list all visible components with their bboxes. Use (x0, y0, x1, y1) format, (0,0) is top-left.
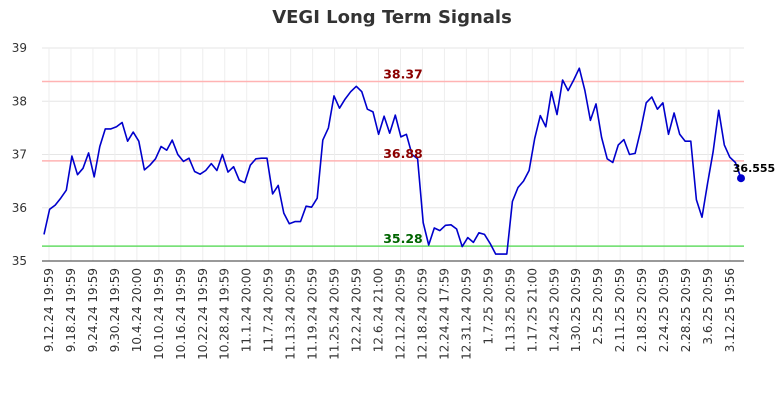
x-tick-label: 9.24.24 19:59 (86, 268, 100, 352)
y-tick-label: 37 (12, 148, 27, 162)
x-tick-label: 9.12.24 19:59 (42, 268, 56, 352)
last-value-label: 36.555 (733, 162, 775, 175)
x-tick-label: 10.28.24 19:59 (218, 268, 232, 360)
x-tick-label: 12.24.24 17:59 (437, 268, 451, 360)
x-tick-label: 1.17.25 21:00 (525, 268, 539, 352)
x-tick-label: 2.11.25 20:59 (613, 268, 627, 352)
x-tick-label: 1.24.25 20:59 (547, 268, 561, 352)
x-tick-label: 11.1.24 20:00 (240, 268, 254, 352)
x-tick-label: 3.12.25 19:56 (723, 268, 737, 352)
x-tick-label: 10.10.24 19:59 (152, 268, 166, 360)
chart-title: VEGI Long Term Signals (272, 7, 512, 28)
x-tick-label: 12.31.24 20:59 (459, 268, 473, 360)
x-tick-label: 2.18.25 20:59 (635, 268, 649, 352)
x-tick-label: 3.6.25 20:59 (701, 268, 715, 345)
x-tick-label: 11.19.24 20:59 (306, 268, 320, 360)
x-tick-label: 2.5.25 20:59 (591, 268, 605, 345)
y-tick-label: 39 (12, 41, 27, 55)
reference-label: 35.28 (383, 231, 423, 246)
x-tick-label: 2.24.25 20:59 (657, 268, 671, 352)
x-tick-label: 1.13.25 20:59 (503, 268, 517, 352)
x-tick-label: 2.28.25 20:59 (679, 268, 693, 352)
last-point-marker (737, 174, 745, 183)
x-tick-label: 12.18.24 20:59 (415, 268, 429, 360)
x-tick-label: 1.30.25 20:59 (569, 268, 583, 352)
x-tick-label: 11.25.24 20:59 (328, 268, 342, 360)
x-tick-label: 11.13.24 20:59 (284, 268, 298, 360)
x-tick-label: 11.7.24 20:59 (262, 268, 276, 352)
reference-label: 38.37 (383, 67, 423, 82)
y-tick-label: 36 (12, 201, 27, 215)
x-tick-label: 9.30.24 19:59 (108, 268, 122, 352)
y-tick-label: 35 (12, 254, 27, 268)
x-tick-label: 10.22.24 19:59 (196, 268, 210, 360)
x-tick-label: 12.12.24 20:59 (393, 268, 407, 360)
x-tick-label: 9.18.24 19:59 (64, 268, 78, 352)
price-line (43, 67, 742, 255)
x-tick-label: 12.2.24 20:59 (350, 268, 364, 352)
x-tick-label: 10.4.24 20:00 (130, 268, 144, 352)
x-tick-label: 12.6.24 21:00 (372, 268, 386, 352)
y-tick-label: 38 (12, 94, 27, 108)
x-tick-label: 1.7.25 20:59 (481, 268, 495, 345)
x-tick-label: 10.16.24 19:59 (174, 268, 188, 360)
reference-label: 36.88 (383, 146, 423, 161)
